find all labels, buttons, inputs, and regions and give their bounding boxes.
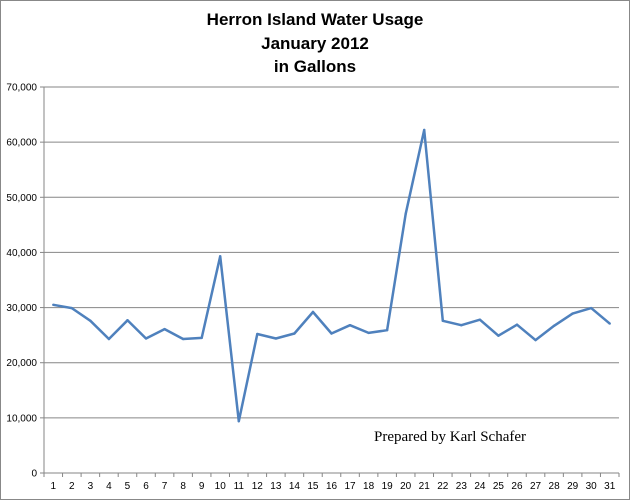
x-tick-label: 12 [252,481,264,492]
x-tick-label: 30 [586,481,598,492]
data-point [144,337,148,340]
data-point [589,306,593,310]
x-tick-label: 8 [180,481,186,492]
series-line [53,128,611,423]
data-point [70,306,74,310]
x-tick-label: 13 [270,481,282,492]
x-tick-label: 14 [289,481,301,492]
y-tick-label: 70,000 [6,83,37,94]
x-tick-label: 21 [419,481,431,492]
x-tick-label: 1 [50,481,56,492]
x-tick-label: 16 [326,481,338,492]
y-tick-label: 10,000 [6,413,37,424]
data-point [385,328,389,332]
data-point [311,310,315,314]
data-point [107,337,111,341]
data-point [608,322,611,325]
x-tick-label: 5 [125,481,131,492]
x-tick-label: 7 [162,481,168,492]
data-point [404,212,407,216]
x-tick-label: 9 [199,481,205,492]
data-point [367,331,370,335]
data-point [441,319,444,323]
data-point [460,324,463,327]
data-point [423,128,426,132]
chart-title-line-1: Herron Island Water Usage [206,10,424,29]
x-tick-label: 10 [215,481,227,492]
data-point [552,324,556,327]
x-tick-label: 25 [493,481,505,492]
y-tick-label: 0 [31,469,37,480]
data-point [293,332,296,335]
y-tick-label: 40,000 [6,248,37,259]
x-tick-label: 31 [604,481,616,492]
data-point [571,312,574,315]
data-point [348,324,352,327]
x-tick-label: 11 [234,481,245,492]
data-point [89,319,92,323]
y-tick-label: 60,000 [6,138,37,149]
x-tick-label: 28 [549,481,561,492]
data-point [274,337,278,340]
y-tick-label: 20,000 [6,358,37,369]
x-tick-label: 6 [143,481,149,492]
y-tick-label: 50,000 [6,193,37,204]
data-point [52,303,55,307]
x-tick-label: 15 [307,481,319,492]
data-point [497,334,500,337]
x-tick-label: 20 [400,481,412,492]
chart-title-line-2: January 2012 [261,34,369,53]
x-tick-label: 19 [382,481,394,492]
x-tick-label: 29 [567,481,579,492]
x-tick-label: 23 [456,481,468,492]
x-tick-label: 4 [106,481,112,492]
x-tick-label: 22 [437,481,449,492]
data-point [163,327,166,331]
x-tick-label: 24 [474,481,486,492]
x-tick-label: 27 [530,481,542,492]
data-point [181,337,185,341]
x-tick-label: 17 [344,481,356,492]
data-point [126,319,129,322]
data-point [256,332,259,336]
x-tick-label: 3 [88,481,94,492]
data-point [200,336,203,340]
chart-title-line-3: in Gallons [273,57,357,76]
data-point [237,419,240,423]
x-tick-label: 18 [363,481,375,492]
y-tick-label: 30,000 [6,303,37,314]
x-tick-label: 2 [69,481,75,492]
data-point [330,332,333,335]
x-tick-label: 26 [511,481,523,492]
data-point [534,338,537,342]
annotation-text: Prepared by Karl Schafer [374,429,527,445]
data-point [515,323,519,326]
data-point [219,255,222,258]
data-point [478,318,482,321]
